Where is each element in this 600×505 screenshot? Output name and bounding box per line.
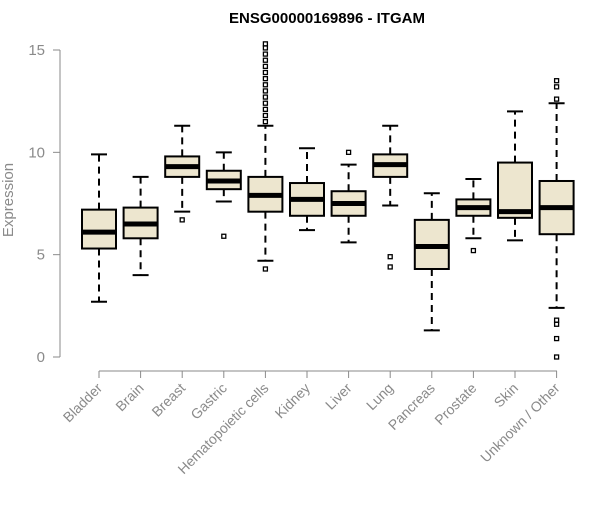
box-group [497,110,533,242]
box-iqr [81,208,117,250]
box-group [81,153,117,303]
outlier-point [553,354,560,360]
outlier-point [262,94,269,100]
x-tick-label: Prostate [431,380,479,428]
box-group [205,151,242,239]
outlier-point [470,247,477,254]
y-axis-label: Expression [0,163,17,237]
outlier-point [387,254,393,260]
outlier-point [553,317,560,323]
y-tick-label: 15 [28,42,45,59]
box-group [372,124,409,270]
box-group [330,149,367,244]
outlier-point [345,149,352,155]
outlier-point [262,57,269,63]
box-group [538,78,575,360]
x-tick-label: Skin [491,380,522,411]
outlier-point [262,76,269,82]
outlier-point [221,233,227,239]
outlier-point [262,51,269,57]
outlier-point [262,266,269,272]
outlier-point [553,78,560,84]
box-group [122,175,159,277]
outlier-point [262,45,269,51]
outlier-point [262,63,269,70]
outlier-point [262,88,269,94]
outlier-point [553,321,560,327]
outlier-point [262,112,269,119]
y-tick-label: 10 [28,144,45,161]
box-group [247,41,284,272]
outlier-point [262,100,269,106]
y-ticks: 0 5 10 15 [28,42,60,366]
outlier-point [262,69,269,76]
x-tick-label: Unknown / Other [477,380,563,466]
box-group [164,124,201,223]
y-tick-label: 5 [37,247,45,264]
outlier-point [553,335,560,342]
x-tick-label: Bladder [60,380,106,426]
x-tick-label: Kidney [272,380,314,422]
boxes [81,41,575,360]
x-tick-label: Breast [148,380,188,420]
box-group [455,177,492,254]
outlier-point [262,82,269,88]
y-tick-label: 0 [37,349,45,366]
outlier-point [553,96,560,102]
outlier-point [262,106,269,113]
chart-title: ENSG00000169896 - ITGAM [229,10,425,27]
box-group [289,147,325,232]
box-iqr [497,161,533,219]
box-group [413,192,450,332]
outlier-point [262,118,269,125]
x-tick-label: Liver [322,380,355,413]
outlier-point [179,217,185,223]
outlier-point [387,264,393,270]
x-tick-label: Lung [363,380,396,413]
x-tick-label: Brain [112,380,146,414]
outlier-point [262,41,269,47]
outlier-point [553,84,560,90]
